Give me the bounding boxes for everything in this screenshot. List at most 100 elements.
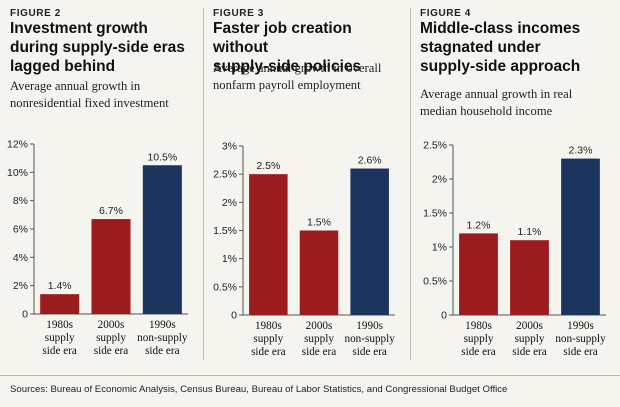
category-label-line: 2000s [98,319,125,331]
y-tick-label: 0 [22,309,28,321]
y-tick-label: 10% [7,167,28,179]
figure-2-panel: FIGURE 2 Investment growth during supply… [7,0,200,372]
panel-divider-2 [410,8,411,360]
bar-value-label: 1.1% [518,226,542,238]
category-label: 1990s non-supply side era [555,320,606,358]
figure-3-subtitle-line-1: Average annual growth in overall [213,61,382,75]
figure-2-chart: 02%4%6%8%10%12%1.4%1980s supply side era6.… [7,139,188,357]
figure-4-title-line-1: Middle-class incomes [420,20,581,37]
figure-3-chart: 00.5%1%1.5%2%2.5%3%2.5%1980s supply side e… [213,141,395,359]
bar [350,168,389,315]
category-label: 2000s supply side era [94,319,129,357]
bar [249,174,288,315]
panel-divider-1 [203,8,204,360]
bar [459,233,498,315]
y-tick-label: 1.5% [213,225,237,237]
category-label-line: non-supply [344,333,395,345]
figure-4-title-line-2: stagnated under [420,39,541,56]
figure-4-subtitle-line-2: median household income [420,104,553,118]
y-tick-label: 3% [222,141,237,153]
category-label-line: supply [253,333,283,345]
bar-value-label: 2.6% [358,155,382,167]
category-label-line: 1980s [255,320,282,332]
figure-3-title: Faster job creation without supply-side … [213,19,406,76]
figure-3-title-line-1: Faster job creation without [213,20,352,56]
sources-footnote: Sources: Bureau of Economic Analysis, Ce… [0,375,620,407]
category-label-line: side era [94,345,129,357]
figure-4-title-line-3: supply-side approach [420,58,581,75]
figure-4-label: FIGURE 4 [420,8,471,19]
category-label-line: side era [145,345,180,357]
figure-4-panel: FIGURE 4 Middle-class incomes stagnated … [420,0,615,372]
y-tick-label: 2% [222,197,237,209]
category-label: 1980s supply side era [251,320,286,358]
y-tick-label: 2.5% [423,140,447,152]
category-label-line: supply [515,333,545,345]
figure-3-title-line-2: supply-side policies [213,58,362,75]
figure-4-subtitle-line-1: Average annual growth in real [420,87,573,101]
y-tick-label: 6% [13,224,28,236]
figure-2-subtitle: Average annual growth in nonresidential … [10,78,169,112]
y-tick-label: 0 [441,310,447,322]
figure-2-title-line-2: during supply-side eras [10,39,185,56]
y-tick-label: 2% [432,174,447,186]
y-tick-label: 8% [13,195,28,207]
category-label-line: side era [461,346,496,358]
bar-value-label: 10.5% [147,151,177,163]
figure-3-subtitle-line-2: nonfarm payroll employment [213,78,361,92]
bar [561,158,600,315]
bar [91,219,131,314]
figure-2-label: FIGURE 2 [10,8,61,19]
figure-3-subtitle: Average annual growth in overall nonfarm… [213,60,381,94]
y-tick-label: 0.5% [213,281,237,293]
category-label-line: side era [512,346,547,358]
bar-value-label: 6.7% [99,205,123,217]
category-label-line: 1990s [149,319,176,331]
figure-2-title-line-3: lagged behind [10,58,116,75]
figure-3-label: FIGURE 3 [213,8,264,19]
category-label-line: supply [464,333,494,345]
category-label: 2000s supply side era [512,320,547,358]
y-tick-label: 2.5% [213,169,237,181]
category-label-line: 1990s [356,320,383,332]
category-label: 1980s supply side era [42,319,77,357]
y-tick-label: 1% [222,253,237,265]
bar [299,230,339,315]
y-tick-label: 0.5% [423,276,447,288]
figure-4-subtitle: Average annual growth in real median hou… [420,86,572,120]
y-tick-label: 0 [231,310,237,322]
bar-value-label: 1.4% [48,280,72,292]
y-tick-label: 2% [13,280,28,292]
category-label-line: non-supply [555,333,606,345]
y-tick-label: 12% [7,139,28,151]
y-tick-label: 1.5% [423,208,447,220]
bar [40,294,80,314]
category-label: 1990s non-supply side era [344,320,395,358]
category-label: 1990s non-supply side era [137,319,188,357]
bar-value-label: 1.5% [307,217,331,229]
category-label-line: 2000s [516,320,543,332]
category-label-line: side era [42,345,77,357]
category-label-line: supply [96,332,126,344]
category-label-line: 1990s [567,320,594,332]
figure-2-title-line-1: Investment growth [10,20,148,37]
y-tick-label: 1% [432,242,447,254]
bar [510,240,549,315]
category-label-line: supply [45,332,75,344]
category-label: 1980s supply side era [461,320,496,358]
figure-2-title: Investment growth during supply-side era… [10,19,185,76]
figure-2-subtitle-line-1: Average annual growth in [10,79,141,93]
category-label-line: side era [563,346,598,358]
category-label-line: 2000s [306,320,333,332]
y-tick-label: 4% [13,252,28,264]
bar [142,165,182,314]
category-label-line: side era [251,346,286,358]
category-label-line: side era [302,346,337,358]
figure-4-chart: 00.5%1%1.5%2%2.5%1.2%1980s supply side era… [423,140,606,359]
category-label-line: supply [304,333,334,345]
bar-value-label: 1.2% [467,219,491,231]
category-label-line: side era [352,346,387,358]
category-label-line: 1980s [46,319,73,331]
category-label-line: 1980s [465,320,492,332]
figure-2-subtitle-line-2: nonresidential fixed investment [10,96,169,110]
